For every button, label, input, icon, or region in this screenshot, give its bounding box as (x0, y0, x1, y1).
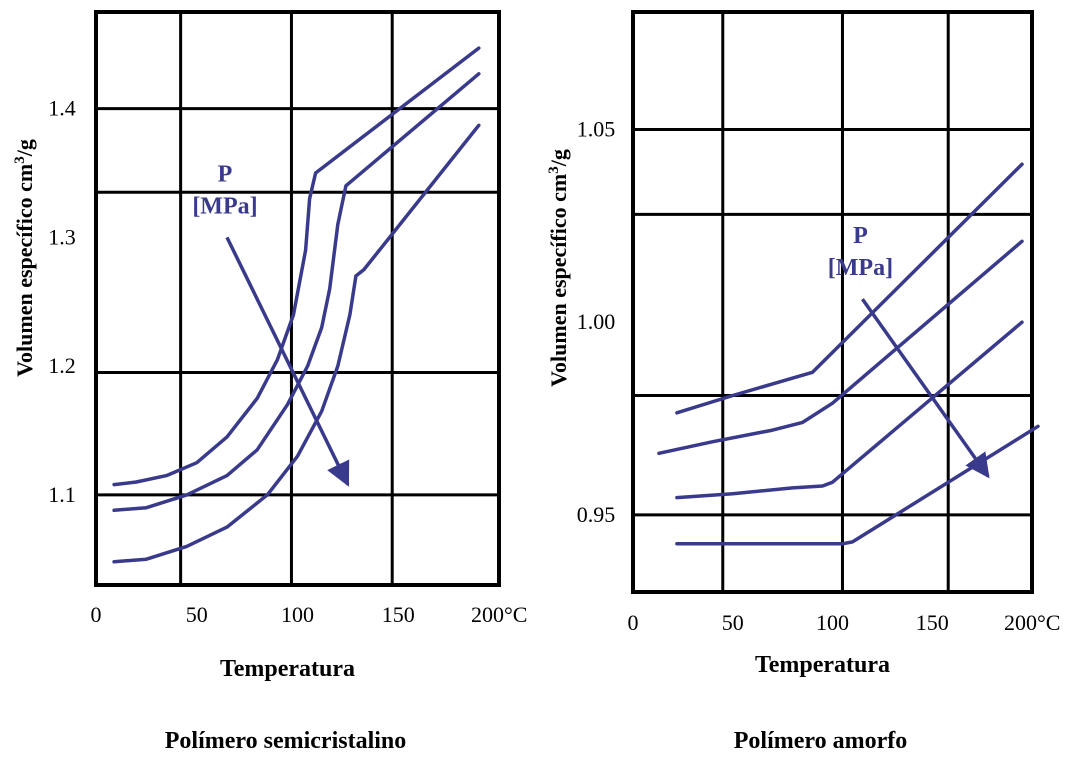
series-line-p3 (112, 123, 481, 564)
y-tick-label: 0.95 (577, 502, 616, 527)
annotation-mpa: [MPa] (828, 255, 893, 281)
x-tick-label: 50 (722, 610, 744, 635)
chart-caption: Polímero amorfo (734, 728, 908, 754)
x-tick-label: 150 (382, 602, 415, 627)
x-tick-label: 200°C (471, 602, 527, 627)
x-tick-label: 100 (816, 610, 849, 635)
series-line-p1 (112, 46, 481, 487)
series-line-p1 (675, 162, 1024, 415)
y-axis-label: Volumen específico cm3/g (546, 149, 571, 387)
y-axis-label: Volumen específico cm3/g (12, 139, 37, 377)
plot-frame (94, 10, 501, 587)
amorphous-chart: P [MPa] 0 50 100 150 200°C 0.95 1.00 1.05Volumen … (546, 10, 1060, 754)
annotation-mpa: [MPa] (192, 193, 257, 219)
y-tick-label: 1.3 (48, 224, 76, 249)
y-tick-label: 1.05 (577, 117, 616, 142)
x-axis-label: Temperatura (755, 652, 890, 678)
annotation-p: P (853, 223, 868, 249)
pressure-arrow (860, 298, 990, 479)
y-tick-label: 1.4 (48, 96, 76, 121)
x-tick-label: 0 (628, 610, 639, 635)
x-axis-label: Temperatura (220, 656, 355, 682)
x-tick-label: 50 (186, 602, 208, 627)
x-tick-label: 200°C (1004, 610, 1060, 635)
pressure-arrow (225, 236, 350, 487)
chart-caption: Polímero semicristalino (165, 728, 407, 754)
series-line-p2 (657, 239, 1024, 456)
y-tick-label: 1.1 (48, 482, 76, 507)
y-tick-label: 1.00 (577, 309, 616, 334)
x-tick-label: 150 (916, 610, 949, 635)
series-line-p4 (675, 424, 1040, 546)
annotation-p: P (218, 161, 233, 187)
plot-frame (631, 10, 1034, 594)
y-tick-label: 1.2 (48, 353, 76, 378)
semicrystalline-chart: P [MPa] 0 50 100 150 200°C 1.1 1.2 1.3 1.4 Volumen … (12, 10, 527, 754)
x-tick-label: 0 (91, 602, 102, 627)
series-line-p3 (675, 320, 1024, 500)
x-tick-label: 100 (281, 602, 314, 627)
